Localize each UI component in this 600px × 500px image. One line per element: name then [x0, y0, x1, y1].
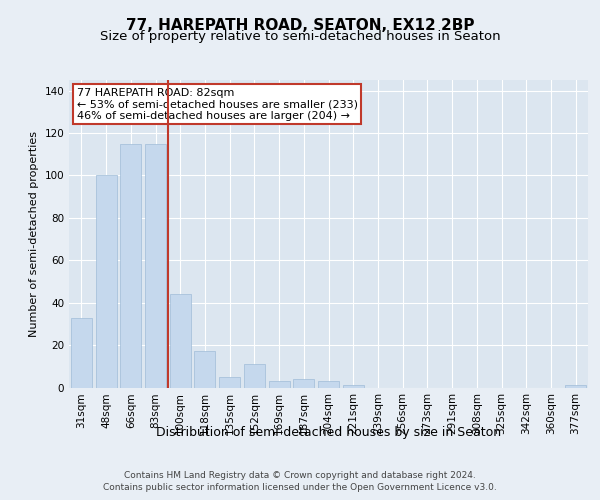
- Bar: [120, 144, 141, 388]
- Bar: [318, 381, 339, 388]
- Text: Distribution of semi-detached houses by size in Seaton: Distribution of semi-detached houses by …: [156, 426, 502, 439]
- Bar: [293, 379, 314, 388]
- Bar: [71, 318, 92, 388]
- Bar: [244, 364, 265, 388]
- Text: 77, HAREPATH ROAD, SEATON, EX12 2BP: 77, HAREPATH ROAD, SEATON, EX12 2BP: [126, 18, 474, 32]
- Bar: [170, 294, 191, 388]
- Text: 77 HAREPATH ROAD: 82sqm
← 53% of semi-detached houses are smaller (233)
46% of s: 77 HAREPATH ROAD: 82sqm ← 53% of semi-de…: [77, 88, 358, 121]
- Bar: [219, 377, 240, 388]
- Bar: [269, 381, 290, 388]
- Y-axis label: Number of semi-detached properties: Number of semi-detached properties: [29, 130, 39, 337]
- Bar: [194, 352, 215, 388]
- Bar: [565, 386, 586, 388]
- Bar: [343, 386, 364, 388]
- Text: Contains HM Land Registry data © Crown copyright and database right 2024.: Contains HM Land Registry data © Crown c…: [124, 472, 476, 480]
- Text: Size of property relative to semi-detached houses in Seaton: Size of property relative to semi-detach…: [100, 30, 500, 43]
- Text: Contains public sector information licensed under the Open Government Licence v3: Contains public sector information licen…: [103, 483, 497, 492]
- Bar: [145, 144, 166, 388]
- Bar: [95, 176, 116, 388]
